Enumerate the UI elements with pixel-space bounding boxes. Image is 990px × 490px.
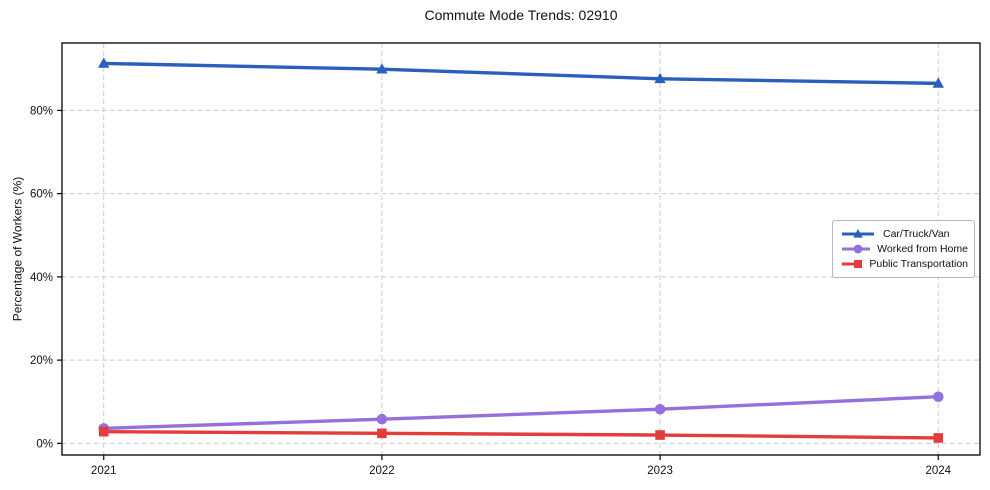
series-worked-from-home	[98, 391, 944, 434]
triangle-marker	[376, 63, 388, 74]
legend-sample-square-icon	[842, 260, 863, 269]
triangle-marker	[654, 72, 666, 84]
triangle-marker	[932, 77, 944, 88]
chart-title: Commute Mode Trends: 02910	[424, 7, 618, 23]
legend-item-public-transportation: Public Transportation	[840, 257, 968, 272]
legend-label: Car/Truck/Van	[883, 227, 950, 240]
square-marker	[655, 430, 665, 440]
x-tick-label: 2023	[647, 465, 673, 477]
series-line	[102, 395, 940, 431]
y-tick-label: 80%	[30, 105, 53, 117]
legend-sample-triangle-icon	[842, 228, 874, 238]
triangle-marker	[853, 228, 863, 238]
y-tick-label: 60%	[30, 189, 53, 201]
legend-item-worked-from-home: Worked from Home	[840, 241, 968, 256]
square-marker	[854, 260, 862, 269]
square-marker	[98, 426, 109, 437]
square-marker	[377, 428, 387, 439]
circle-marker	[932, 391, 944, 403]
circle-marker	[376, 413, 388, 425]
triangle-marker	[98, 57, 110, 68]
circle-marker	[853, 244, 863, 254]
y-tick-label: 0%	[36, 438, 53, 450]
x-tick-label: 2024	[925, 465, 951, 477]
x-tick-label: 2022	[369, 465, 395, 477]
series-line	[102, 61, 940, 86]
y-tick-label: 20%	[30, 355, 53, 367]
series-car-truck-van	[98, 57, 944, 88]
legend: Car/Truck/Van Worked from Home Public Tran…	[832, 220, 975, 278]
series-public-transportation	[98, 426, 944, 443]
legend-sample-circle-icon	[842, 244, 871, 254]
y-tick-label: 40%	[30, 272, 53, 284]
square-marker	[933, 433, 944, 443]
legend-label: Worked from Home	[877, 242, 968, 255]
circle-marker	[654, 403, 666, 415]
x-tick-label: 2021	[91, 465, 117, 477]
legend-label: Public Transportation	[869, 258, 968, 271]
series-line	[102, 429, 940, 440]
legend-item-car-truck-van: Car/Truck/Van	[840, 226, 968, 241]
plot-border	[61, 42, 981, 456]
